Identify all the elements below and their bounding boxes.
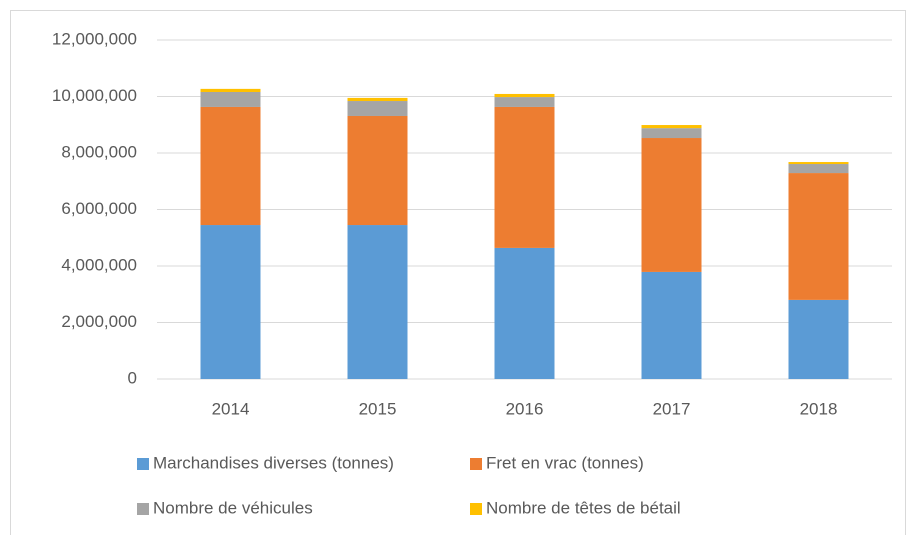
bar-segment [494,97,555,107]
bar-segment [200,225,261,379]
legend-swatch [470,503,482,515]
bar-segment [494,106,555,248]
legend-swatch [137,458,149,470]
legend-label: Marchandises diverses (tonnes) [153,453,394,472]
bar-segment [641,128,702,139]
y-tick-label: 10,000,000 [52,86,137,105]
bar-segment [494,93,555,98]
legend-label: Fret en vrac (tonnes) [486,453,644,472]
y-tick-label: 8,000,000 [61,142,137,161]
legend-swatch [470,458,482,470]
bar-segment [641,271,702,379]
bar-segment [788,164,849,174]
legend-label: Nombre de véhicules [153,498,313,517]
bar-segment [347,101,408,116]
bar-segment [788,299,849,379]
y-tick-label: 12,000,000 [52,29,137,48]
bar-segment [494,247,555,379]
bar-segment [347,225,408,379]
bar-segment [641,138,702,272]
y-tick-label: 6,000,000 [61,199,137,218]
bar-segment [200,88,261,92]
bar-segment [641,125,702,129]
bar-segment [347,115,408,226]
x-tick-label: 2018 [800,399,838,418]
chart-frame [10,10,906,535]
y-tick-label: 2,000,000 [61,312,137,331]
x-tick-label: 2016 [506,399,544,418]
y-tick-label: 0 [128,368,137,387]
bar-segment [788,162,849,165]
bar-segment [788,173,849,300]
legend-swatch [137,503,149,515]
bar-segment [200,91,261,107]
x-tick-label: 2017 [653,399,691,418]
x-tick-label: 2015 [359,399,397,418]
y-tick-label: 4,000,000 [61,255,137,274]
bar-segment [347,97,408,102]
bar-segment [200,106,261,226]
legend-label: Nombre de têtes de bétail [486,498,681,517]
x-tick-label: 2014 [212,399,250,418]
